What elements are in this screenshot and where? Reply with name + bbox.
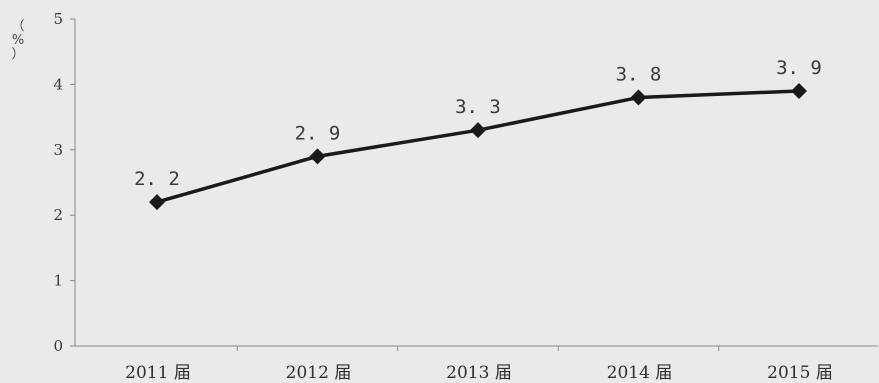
y-tick-label: 5: [53, 10, 63, 28]
data-labels: 2. 2 2. 9 3. 3 3. 8 3. 9: [134, 57, 822, 190]
y-tick-label: 2: [53, 206, 63, 224]
y-axis-unit-char: ）: [11, 47, 24, 62]
data-label: 3. 9: [776, 57, 822, 79]
y-tick-label: 0: [53, 337, 63, 355]
x-category-label: 2011 届: [125, 363, 191, 383]
data-label: 2. 9: [295, 122, 341, 144]
x-category-label: 2013 届: [446, 363, 512, 383]
data-label: 3. 8: [616, 63, 662, 85]
y-tick-label: 1: [53, 272, 63, 290]
x-category-label: 2012 届: [286, 363, 352, 383]
data-label: 3. 3: [455, 96, 501, 118]
y-tick-label: 4: [53, 75, 63, 93]
x-category-labels: 2011 届 2012 届 2013 届 2014 届 2015 届: [125, 363, 833, 383]
data-point-marker: [309, 148, 326, 165]
x-category-label: 2015 届: [767, 363, 833, 383]
series-line: [149, 82, 807, 211]
data-point-marker: [630, 89, 647, 106]
data-label: 2. 2: [134, 168, 180, 190]
x-category-label: 2014 届: [607, 363, 673, 383]
axes: [70, 18, 878, 351]
y-axis-unit-char: （: [11, 19, 24, 34]
y-tick-label: 3: [53, 141, 63, 159]
data-point-marker: [470, 122, 486, 139]
y-axis-unit-char: %: [12, 33, 24, 48]
data-point-marker: [149, 194, 165, 211]
data-point-marker: [791, 82, 807, 99]
y-tick-labels: 0 1 2 3 4 5: [53, 10, 63, 355]
y-axis-unit-label: （%）: [11, 19, 24, 62]
